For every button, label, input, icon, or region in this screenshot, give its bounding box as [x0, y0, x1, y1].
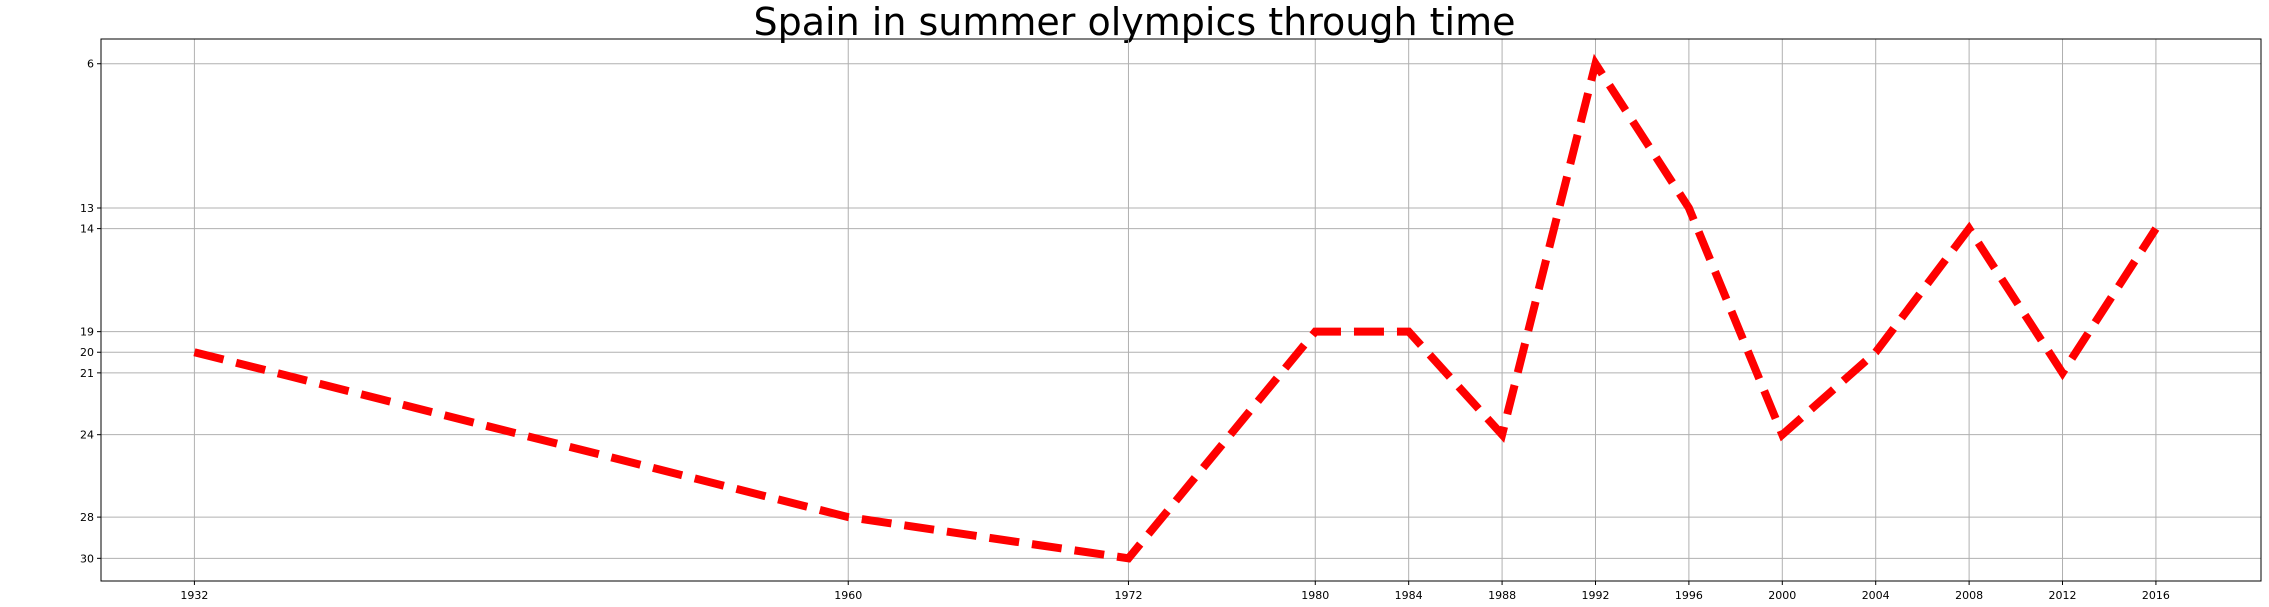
y-tick-label: 21: [80, 367, 94, 380]
y-tick-label: 30: [80, 552, 94, 565]
x-tick-label: 1996: [1675, 589, 1703, 602]
series-line: [193, 53, 2160, 563]
x-tick-label: 2016: [2142, 589, 2170, 602]
chart-title: Spain in summer olympics through time: [753, 0, 1516, 44]
y-tick-label: 19: [80, 326, 94, 339]
y-tick-label: 28: [80, 511, 94, 524]
x-tick-label: 2008: [1955, 589, 1983, 602]
x-tick-label: 1960: [834, 589, 862, 602]
axis-ticks: 1932 1960 1972 1980 1984 1988 1992 1996 2000 2004…: [80, 58, 2170, 602]
y-tick-label: 13: [80, 202, 94, 215]
x-tick-label: 1972: [1114, 589, 1142, 602]
series-layer: [193, 53, 2160, 563]
y-tick-label: 20: [80, 346, 94, 359]
plot-frame: [100, 38, 2262, 582]
x-tick-label: 2012: [2049, 589, 2077, 602]
x-tick-label: 2004: [1862, 589, 1890, 602]
x-tick-label: 1932: [180, 589, 208, 602]
x-tick-label: 1984: [1395, 589, 1423, 602]
grid: [101, 39, 2261, 581]
y-tick-label: 6: [87, 58, 94, 71]
x-tick-label: 1980: [1301, 589, 1329, 602]
x-tick-label: 2000: [1768, 589, 1796, 602]
x-tick-label: 1992: [1581, 589, 1609, 602]
x-tick-label: 1988: [1488, 589, 1516, 602]
y-tick-label: 24: [80, 429, 94, 442]
y-tick-label: 14: [80, 223, 94, 236]
